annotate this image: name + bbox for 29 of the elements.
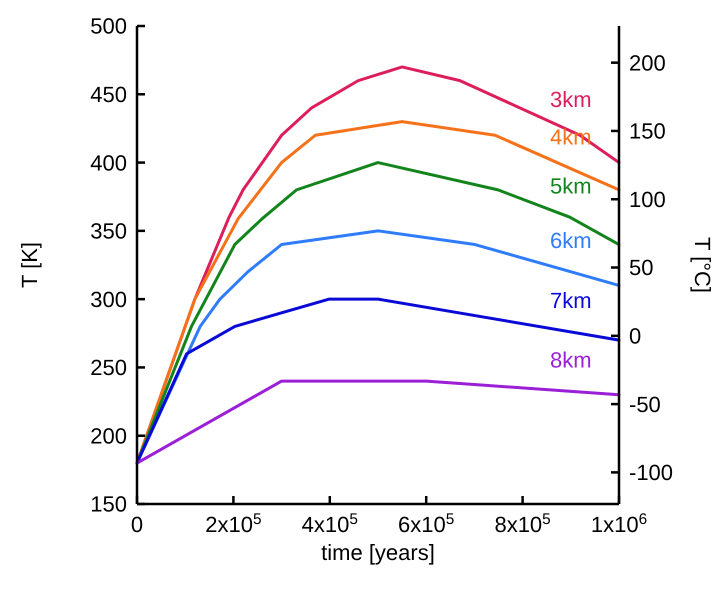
y2-tick-label: 50	[629, 255, 654, 280]
series-label: 3km	[550, 87, 592, 112]
y-tick-label: 250	[90, 355, 127, 380]
x-tick-label: 0	[130, 512, 144, 537]
y2-tick-label: -50	[629, 392, 661, 417]
y-tick-label: 400	[90, 150, 127, 176]
series-label: 5km	[550, 174, 592, 199]
y-tick-label: 450	[90, 82, 127, 107]
x-axis-title: time [years]	[321, 540, 435, 565]
series-label: 7km	[550, 288, 592, 313]
y-tick-label: 500	[90, 14, 127, 39]
y-axis-title: T [K]	[17, 242, 42, 288]
y-tick-label: 300	[90, 286, 127, 312]
x-tick-label: 6x10$^{5}$	[398, 510, 454, 537]
x-tick-label: 4x10$^{5}$	[302, 510, 358, 537]
y2-tick-label: 150	[629, 118, 666, 144]
y-tick-label: 350	[90, 218, 127, 244]
x-tick-label: 1x10$^{6}$	[590, 510, 648, 537]
y2-tick-label: 200	[629, 50, 666, 76]
series-label: 6km	[550, 228, 592, 253]
y-tick-label: 150	[90, 492, 127, 517]
x-tick-label: 8x10$^{5}$	[494, 510, 551, 537]
y2-tick-label: 0	[629, 324, 642, 349]
y-tick-label: 200	[90, 423, 127, 448]
y2-axis-title: T [°C]	[690, 236, 713, 294]
y2-tick-label: 100	[629, 186, 666, 212]
y2-tick-label: -100	[629, 460, 674, 486]
series-label: 8km	[550, 347, 592, 372]
x-tick-label: 2x10$^{5}$	[205, 510, 262, 537]
